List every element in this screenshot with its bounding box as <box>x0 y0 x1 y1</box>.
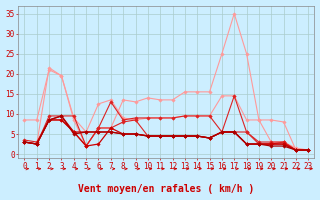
X-axis label: Vent moyen/en rafales ( km/h ): Vent moyen/en rafales ( km/h ) <box>78 184 254 194</box>
